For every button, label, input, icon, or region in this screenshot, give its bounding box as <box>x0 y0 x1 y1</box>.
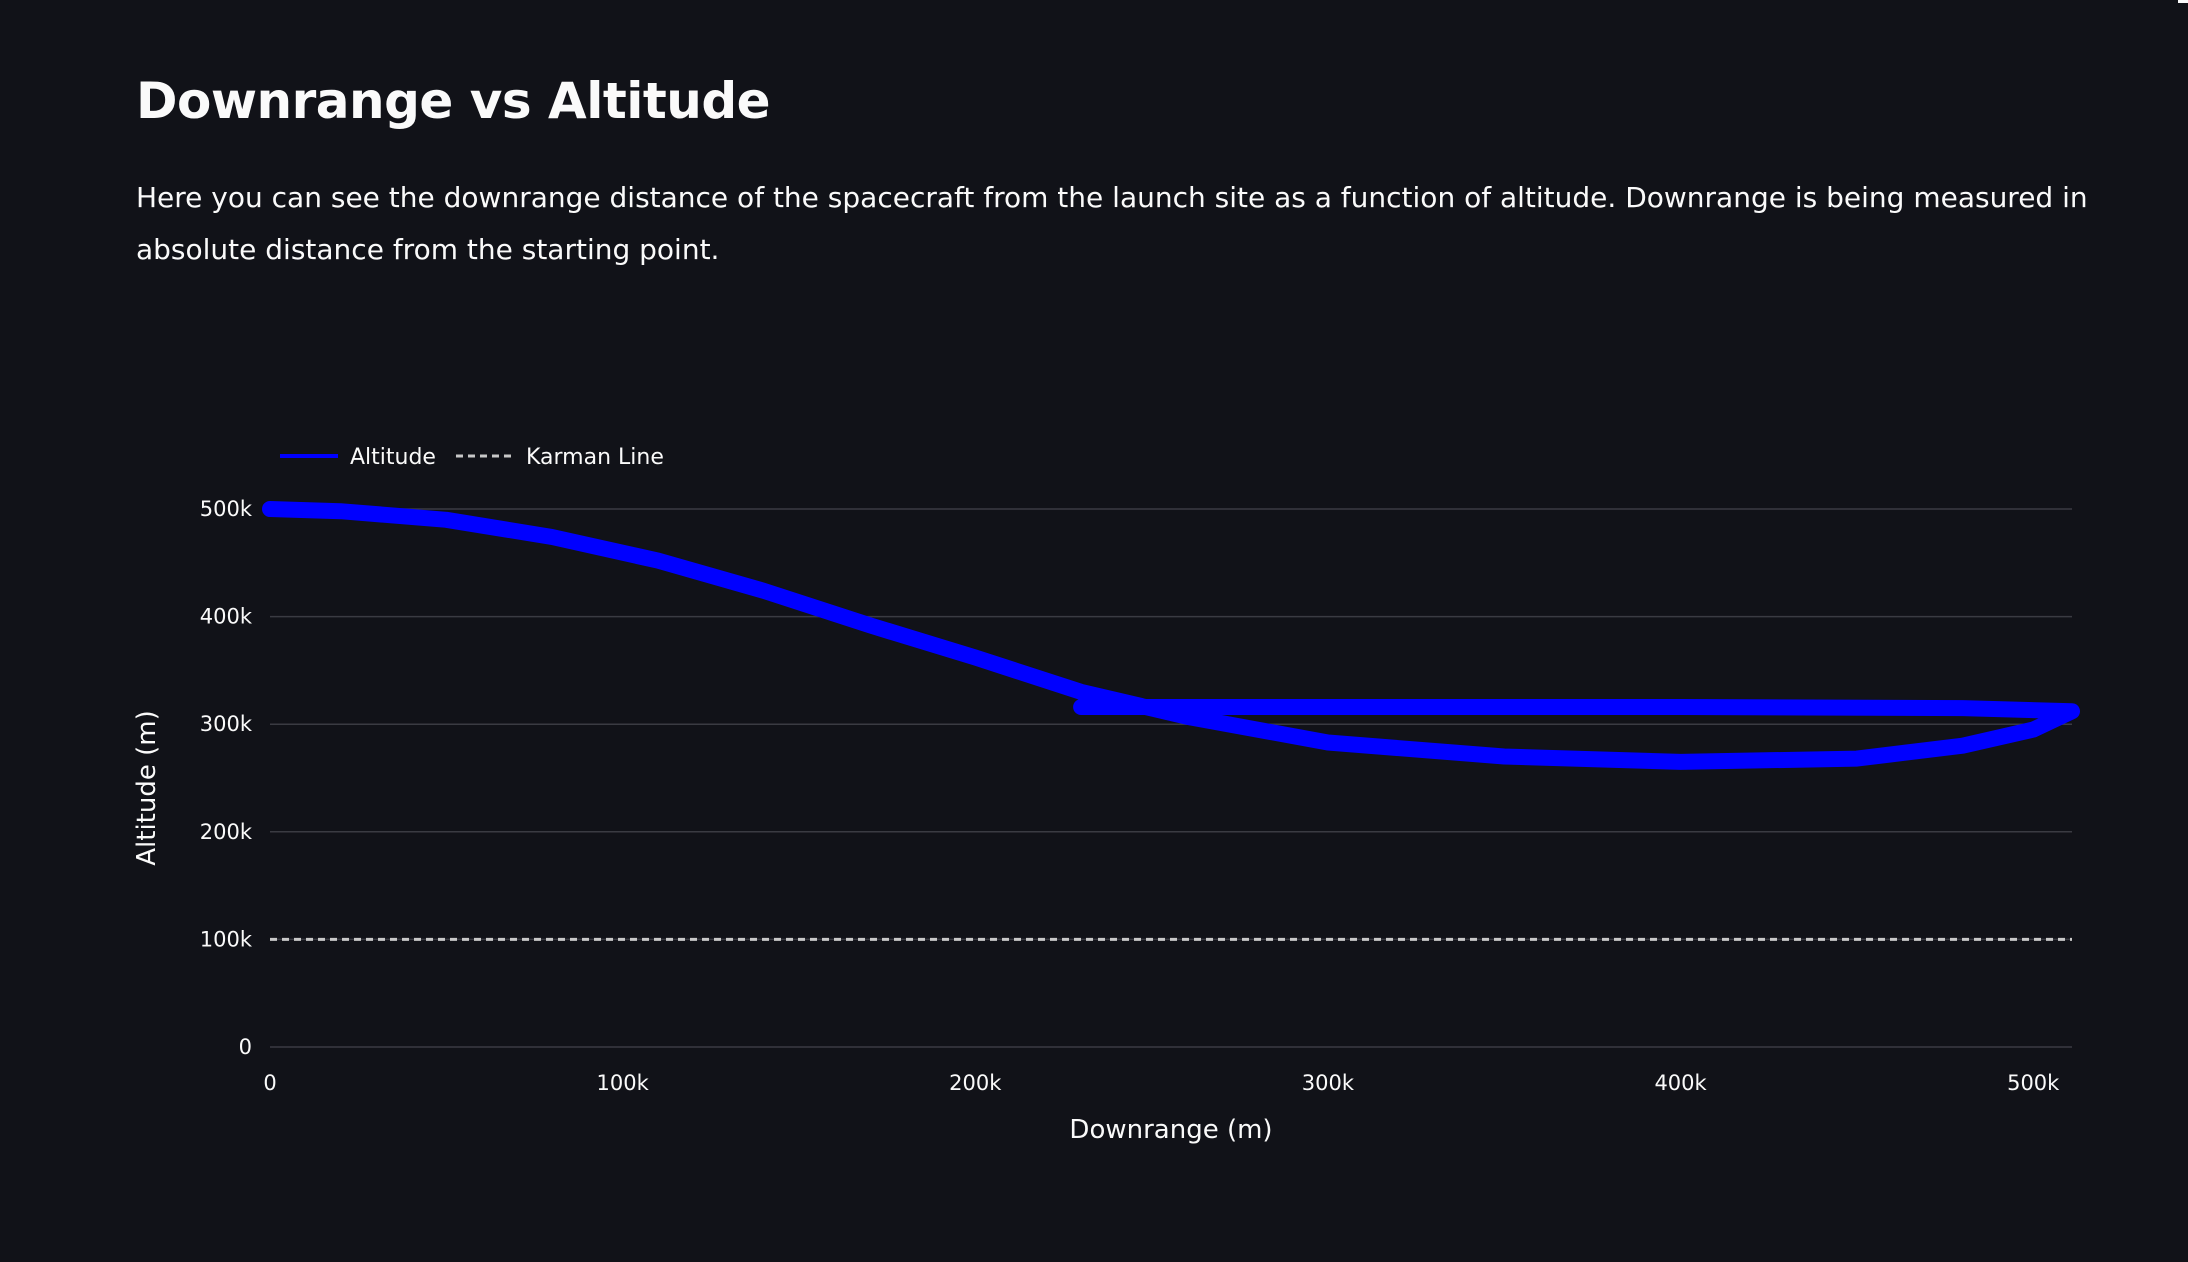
x-axis-title: Downrange (m) <box>1069 1115 1272 1145</box>
x-tick-label: 500k <box>2007 1071 2060 1095</box>
x-tick-label: 200k <box>949 1071 1002 1095</box>
axis-layer: 0 100k 200k 300k 400k 500k 0 100k 200k 300k 400k 50… <box>132 497 2060 1145</box>
corner-mark <box>2178 0 2188 3</box>
y-tick-label: 400k <box>200 605 253 629</box>
chart-legend[interactable]: Altitude Karman Line <box>280 445 664 470</box>
y-tick-label: 100k <box>200 927 253 951</box>
altitude-line <box>262 501 2080 770</box>
page-title: Downrange vs Altitude <box>136 72 771 130</box>
page-description: Here you can see the downrange distance … <box>136 181 2088 266</box>
x-tick-label: 100k <box>597 1071 650 1095</box>
legend-label-karman-line[interactable]: Karman Line <box>526 445 664 470</box>
series-layer <box>262 501 2080 941</box>
grid-layer <box>270 508 2072 1048</box>
y-tick-label: 500k <box>200 497 253 521</box>
y-tick-label: 0 <box>239 1035 252 1059</box>
x-tick-label: 300k <box>1302 1071 1355 1095</box>
legend-label-altitude[interactable]: Altitude <box>350 445 436 470</box>
y-tick-label: 300k <box>200 712 253 736</box>
y-tick-label: 200k <box>200 820 253 844</box>
x-tick-label: 0 <box>263 1071 276 1095</box>
x-tick-label: 400k <box>1654 1071 1707 1095</box>
y-axis-title: Altitude (m) <box>132 710 162 865</box>
